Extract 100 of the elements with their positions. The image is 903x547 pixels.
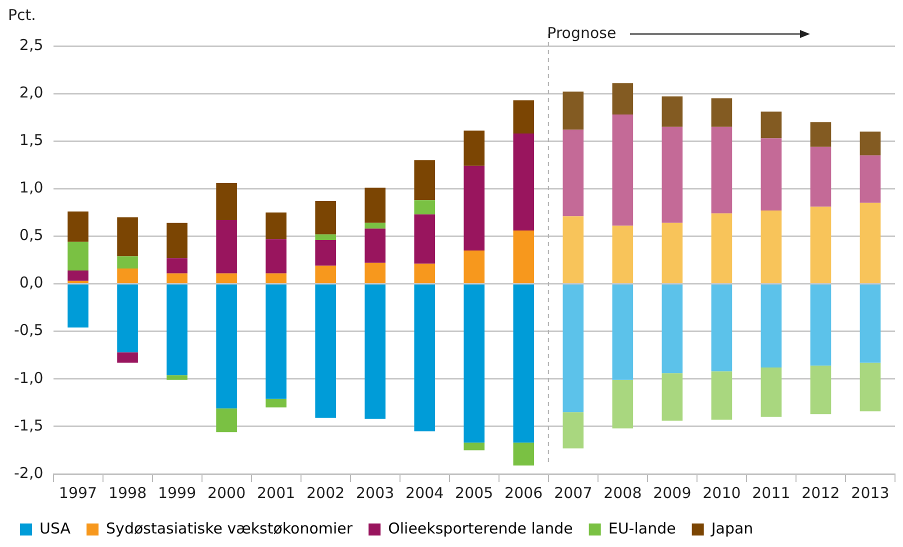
bar <box>612 226 634 284</box>
bar <box>810 366 832 414</box>
bar <box>364 188 386 223</box>
bar <box>513 442 534 466</box>
x-tick-label: 2005 <box>455 484 494 502</box>
bar <box>117 217 138 256</box>
bar <box>117 268 138 284</box>
bar <box>414 264 436 284</box>
x-tick-label: 1998 <box>108 484 147 502</box>
bar <box>562 284 584 412</box>
bar <box>760 284 782 368</box>
x-tick-label: 2012 <box>802 484 840 502</box>
bar <box>68 284 88 328</box>
bar <box>364 228 386 263</box>
x-tick-label: 2000 <box>207 484 246 502</box>
bar <box>266 398 286 408</box>
bar <box>513 284 534 443</box>
bar <box>216 220 237 274</box>
bar <box>464 166 485 250</box>
bar <box>860 202 881 284</box>
bar <box>711 213 732 284</box>
bar <box>464 442 485 450</box>
bar <box>266 284 286 399</box>
bar <box>464 250 485 284</box>
bar <box>266 273 286 284</box>
y-tick-label: 2,5 <box>19 36 44 54</box>
bar <box>513 134 534 231</box>
bar <box>562 130 584 216</box>
bar <box>760 367 782 417</box>
bar <box>216 284 237 408</box>
bar <box>760 210 782 284</box>
bar <box>315 234 336 240</box>
bar <box>315 284 336 418</box>
bar <box>414 284 436 432</box>
bar <box>662 284 683 374</box>
y-axis-title: Pct. <box>8 6 36 24</box>
bar <box>612 83 634 114</box>
text: Prognose <box>547 24 616 42</box>
bar <box>68 211 88 242</box>
x-tick-label: 2010 <box>702 484 741 502</box>
bar <box>414 200 436 214</box>
bar <box>117 284 138 352</box>
bar <box>711 371 732 420</box>
bar <box>266 212 286 240</box>
x-tick-label: 2009 <box>653 484 692 502</box>
x-tick-label: 1999 <box>158 484 196 502</box>
x-tick-label: 2004 <box>406 484 444 502</box>
x-tick-label: 2013 <box>851 484 890 502</box>
bar <box>414 214 436 264</box>
bar <box>513 100 534 134</box>
bar <box>810 284 832 366</box>
bar <box>117 256 138 269</box>
bar <box>464 130 485 166</box>
x-tick-label: 2011 <box>752 484 790 502</box>
y-tick-label: -0,5 <box>14 321 44 340</box>
bar <box>662 96 683 127</box>
bar <box>315 201 336 234</box>
bar <box>68 242 88 270</box>
bar <box>711 126 732 214</box>
bar <box>166 222 188 258</box>
bar <box>513 230 534 284</box>
bar <box>562 92 584 130</box>
bar <box>166 284 188 376</box>
legend-label: EU-lande <box>608 519 676 538</box>
bar <box>266 239 286 274</box>
bar <box>810 146 832 207</box>
bar <box>760 112 782 138</box>
y-tick-label: 2,0 <box>19 83 44 102</box>
legend-label: USA <box>40 519 72 538</box>
bar <box>216 182 237 220</box>
bar <box>860 284 881 363</box>
bar <box>216 408 237 432</box>
x-tick-label: 2003 <box>356 484 394 502</box>
x-tick-label: 2001 <box>256 484 296 502</box>
bar <box>662 222 683 284</box>
bar <box>166 258 188 274</box>
y-tick-label: 0,5 <box>19 226 44 244</box>
bar <box>315 266 336 284</box>
bar <box>315 240 336 266</box>
y-tick-label: 0,0 <box>19 274 44 292</box>
bar <box>860 132 881 156</box>
y-tick-label: -1,0 <box>14 368 44 387</box>
bar <box>166 375 188 380</box>
bar <box>760 138 782 211</box>
bar <box>562 412 584 448</box>
bar <box>711 284 732 372</box>
bar <box>364 284 386 419</box>
bar <box>364 262 386 284</box>
bar <box>810 206 832 284</box>
x-tick-label: 1997 <box>58 484 98 502</box>
legend-label: Sydøstasiatiske vækstøkonomier <box>106 519 354 538</box>
bar <box>810 122 832 147</box>
bar <box>662 373 683 421</box>
x-tick-label: 2008 <box>604 484 642 502</box>
bar <box>166 273 188 284</box>
bar <box>860 155 881 203</box>
bar <box>860 362 881 412</box>
bar <box>364 222 386 229</box>
bar <box>711 98 732 127</box>
bar <box>68 270 88 281</box>
